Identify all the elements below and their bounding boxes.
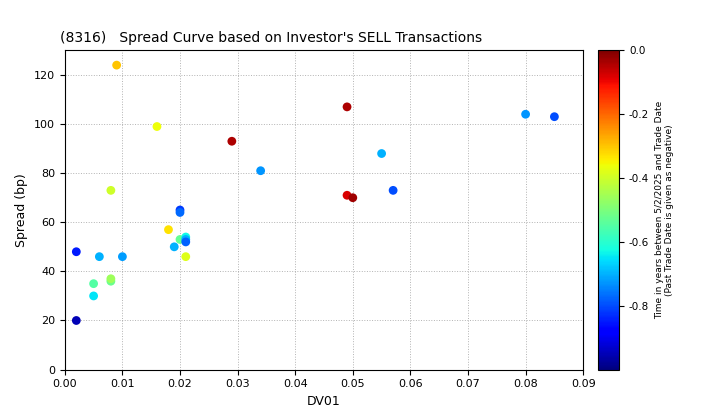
Point	[180, 239, 192, 245]
Point	[88, 293, 99, 299]
Point	[376, 150, 387, 157]
Point	[117, 253, 128, 260]
X-axis label: DV01: DV01	[307, 395, 341, 408]
Point	[174, 207, 186, 213]
Text: (8316)   Spread Curve based on Investor's SELL Transactions: (8316) Spread Curve based on Investor's …	[60, 31, 482, 45]
Point	[105, 276, 117, 282]
Point	[105, 278, 117, 285]
Point	[387, 187, 399, 194]
Point	[94, 253, 105, 260]
Point	[180, 253, 192, 260]
Point	[168, 244, 180, 250]
Point	[174, 209, 186, 216]
Point	[226, 138, 238, 144]
Point	[549, 113, 560, 120]
Point	[341, 192, 353, 199]
Point	[174, 236, 186, 243]
Point	[180, 234, 192, 240]
Point	[111, 62, 122, 68]
Point	[71, 317, 82, 324]
Point	[88, 280, 99, 287]
Point	[180, 236, 192, 243]
Point	[341, 103, 353, 110]
Point	[105, 187, 117, 194]
Y-axis label: Spread (bp): Spread (bp)	[15, 173, 28, 247]
Point	[255, 167, 266, 174]
Point	[71, 248, 82, 255]
Point	[163, 226, 174, 233]
Point	[347, 194, 359, 201]
Point	[151, 123, 163, 130]
Y-axis label: Time in years between 5/2/2025 and Trade Date
(Past Trade Date is given as negat: Time in years between 5/2/2025 and Trade…	[654, 101, 674, 319]
Point	[520, 111, 531, 118]
